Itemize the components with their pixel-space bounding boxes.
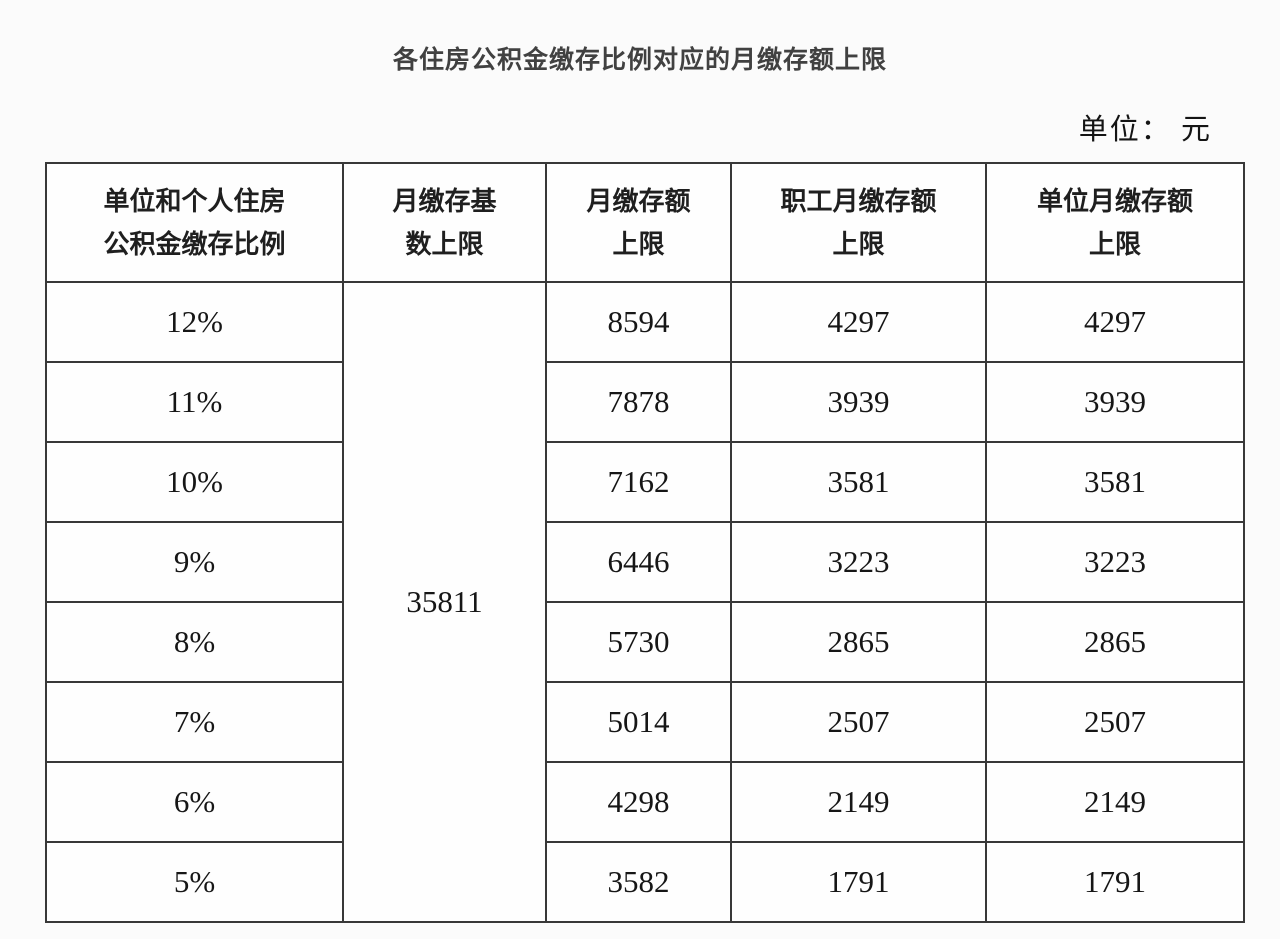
cell-employee-monthly-limit: 3581 xyxy=(730,441,987,523)
table-row: 8% 5730 2865 2865 xyxy=(45,601,1245,683)
cell-ratio: 7% xyxy=(45,681,344,763)
header-line: 公积金缴存比例 xyxy=(103,228,286,259)
cell-ratio: 5% xyxy=(45,841,344,923)
provident-fund-table: 单位和个人住房 公积金缴存比例 月缴存基 数上限 月缴存额 上限 职工月缴存额 … xyxy=(45,162,1245,923)
table-row: 10% 7162 3581 3581 xyxy=(45,441,1245,523)
cell-employer-monthly-limit: 2865 xyxy=(985,601,1245,683)
header-line: 职工月缴存额 xyxy=(780,186,937,217)
table-row: 6% 4298 2149 2149 xyxy=(45,761,1245,843)
page-title: 各住房公积金缴存比例对应的月缴存额上限 xyxy=(392,46,887,74)
header-line: 单位和个人住房 xyxy=(103,186,286,217)
cell-ratio: 11% xyxy=(45,361,344,443)
cell-employee-monthly-limit: 2865 xyxy=(730,601,987,683)
cell-employee-monthly-limit: 3223 xyxy=(730,521,987,603)
table-row: 7% 5014 2507 2507 xyxy=(45,681,1245,763)
table-row: 5% 3582 1791 1791 xyxy=(45,841,1245,923)
header-contribution-ratio: 单位和个人住房 公积金缴存比例 xyxy=(45,162,344,283)
cell-ratio: 12% xyxy=(45,281,344,363)
cell-ratio: 6% xyxy=(45,761,344,843)
header-monthly-total-limit: 月缴存额 上限 xyxy=(545,162,732,283)
cell-employer-monthly-limit: 3223 xyxy=(985,521,1245,603)
header-line: 月缴存基 xyxy=(392,186,497,217)
cell-monthly-total-limit: 5014 xyxy=(545,681,732,763)
cell-employer-monthly-limit: 2507 xyxy=(985,681,1245,763)
header-row: 单位和个人住房 公积金缴存比例 月缴存基 数上限 月缴存额 上限 职工月缴存额 … xyxy=(45,162,1245,283)
cell-employee-monthly-limit: 1791 xyxy=(730,841,987,923)
header-line: 月缴存额 xyxy=(586,186,691,217)
cell-employee-monthly-limit: 2149 xyxy=(730,761,987,843)
cell-ratio: 8% xyxy=(45,601,344,683)
cell-employer-monthly-limit: 4297 xyxy=(985,281,1245,363)
cell-monthly-total-limit: 4298 xyxy=(545,761,732,843)
table-row: 9% 6446 3223 3223 xyxy=(45,521,1245,603)
cell-employer-monthly-limit: 2149 xyxy=(985,761,1245,843)
cell-employer-monthly-limit: 3581 xyxy=(985,441,1245,523)
cell-monthly-total-limit: 5730 xyxy=(545,601,732,683)
cell-employee-monthly-limit: 2507 xyxy=(730,681,987,763)
cell-employer-monthly-limit: 1791 xyxy=(985,841,1245,923)
header-employer-monthly-limit: 单位月缴存额 上限 xyxy=(985,162,1245,283)
unit-label: 单位： 元 xyxy=(1078,114,1212,146)
header-line: 上限 xyxy=(612,228,665,259)
cell-employee-monthly-limit: 3939 xyxy=(730,361,987,443)
cell-ratio: 10% xyxy=(45,441,344,523)
cell-monthly-base-limit: 35811 xyxy=(342,281,547,923)
cell-employer-monthly-limit: 3939 xyxy=(985,361,1245,443)
header-monthly-base-limit: 月缴存基 数上限 xyxy=(342,162,547,283)
header-line: 上限 xyxy=(1088,228,1141,259)
header-employee-monthly-limit: 职工月缴存额 上限 xyxy=(730,162,987,283)
table-row: 12% 35811 8594 4297 4297 xyxy=(45,281,1245,923)
cell-monthly-total-limit: 7162 xyxy=(545,441,732,523)
header-line: 数上限 xyxy=(405,228,484,259)
table-row: 11% 7878 3939 3939 xyxy=(45,361,1245,443)
header-line: 单位月缴存额 xyxy=(1036,186,1193,217)
cell-ratio: 9% xyxy=(45,521,344,603)
cell-employee-monthly-limit: 4297 xyxy=(730,281,987,363)
cell-monthly-total-limit: 7878 xyxy=(545,361,732,443)
header-line: 上限 xyxy=(832,228,885,259)
cell-monthly-total-limit: 8594 xyxy=(545,281,732,363)
cell-monthly-total-limit: 3582 xyxy=(545,841,732,923)
cell-monthly-total-limit: 6446 xyxy=(545,521,732,603)
